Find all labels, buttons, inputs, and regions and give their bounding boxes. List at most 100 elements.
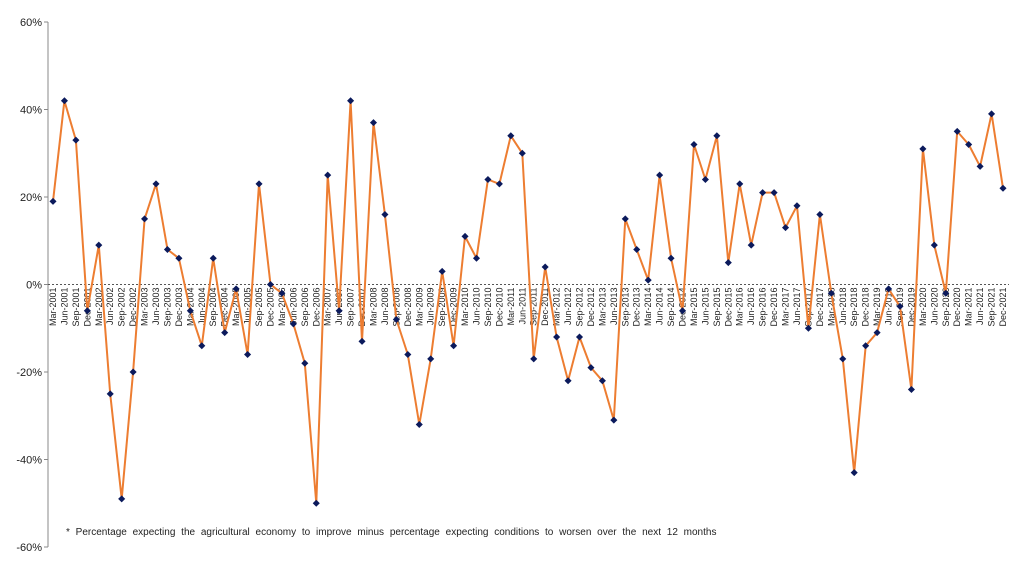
data-point xyxy=(804,324,812,332)
data-point xyxy=(862,342,870,350)
data-point xyxy=(175,254,183,262)
data-point xyxy=(369,119,378,127)
x-tick-label: Jun-2006 xyxy=(288,288,298,326)
data-point xyxy=(518,149,526,157)
data-point xyxy=(221,329,229,337)
x-tick-label: Dec-2010 xyxy=(494,287,504,326)
y-tick-label: 40% xyxy=(20,105,42,117)
data-point xyxy=(621,215,629,223)
data-point xyxy=(301,359,309,367)
data-point xyxy=(186,307,194,315)
x-tick-label: Sep-2013 xyxy=(620,288,630,327)
data-point xyxy=(827,289,835,297)
x-tick-label: Sep-2009 xyxy=(437,288,447,327)
x-tick-label: Jun-2004 xyxy=(197,288,207,326)
data-point xyxy=(885,285,893,293)
data-point xyxy=(598,377,606,385)
y-tick-label: 60% xyxy=(20,17,42,29)
data-point xyxy=(747,241,755,249)
data-point xyxy=(541,263,549,271)
data-point xyxy=(530,355,538,363)
x-tick-label: Sep-2018 xyxy=(849,288,859,327)
data-point xyxy=(95,241,103,249)
x-tick-label: Dec-2005 xyxy=(265,288,275,327)
data-point xyxy=(141,215,149,223)
data-point xyxy=(678,307,687,315)
x-tick-label: Sep-2014 xyxy=(666,288,676,327)
x-tick-label: Dec-2008 xyxy=(403,288,413,327)
data-point xyxy=(118,495,126,503)
x-tick-label: Mar-2020 xyxy=(918,288,928,327)
x-tick-label: Dec-2016 xyxy=(769,288,779,327)
data-point xyxy=(953,127,961,135)
chart-footnote: * Percentage expecting the agricultural … xyxy=(66,527,717,538)
x-tick-label: Sep-2007 xyxy=(346,288,356,327)
x-tick-label: Jun-2012 xyxy=(563,288,573,326)
x-tick-label: Jun-2020 xyxy=(929,288,939,326)
data-point xyxy=(427,355,435,363)
x-tick-label: Dec-2006 xyxy=(311,288,321,327)
data-point xyxy=(232,285,240,293)
data-point xyxy=(209,254,217,262)
x-tick-label: Jun-2017 xyxy=(792,288,802,326)
data-point xyxy=(72,136,80,144)
data-point xyxy=(781,224,790,232)
x-tick-label: Sep-2017 xyxy=(803,288,813,327)
data-point xyxy=(461,232,469,240)
x-tick-label: Mar-2011 xyxy=(506,288,516,326)
data-point xyxy=(484,175,492,184)
data-point xyxy=(667,254,675,262)
x-tick-label: Sep-2015 xyxy=(712,288,722,327)
x-tick-label: Jun-2009 xyxy=(426,288,436,326)
x-tick-label: Jun-2014 xyxy=(655,288,665,326)
x-tick-label: Mar-2003 xyxy=(140,288,150,327)
data-point xyxy=(495,180,503,188)
x-tick-label: Sep-2004 xyxy=(208,288,218,327)
data-point xyxy=(564,377,572,385)
x-tick-label: Sep-2016 xyxy=(758,288,768,327)
x-tick-label: Dec-2002 xyxy=(128,288,138,327)
data-point xyxy=(633,245,641,254)
x-tick-label: Jun-2005 xyxy=(243,288,253,326)
x-tick-label: Dec-2011 xyxy=(540,288,550,326)
x-tick-label: Dec-2007 xyxy=(357,288,367,327)
data-point xyxy=(759,189,767,197)
data-point xyxy=(587,364,595,372)
x-tick-label: Dec-2009 xyxy=(449,288,459,327)
data-point xyxy=(450,342,458,350)
data-point xyxy=(724,259,732,267)
x-tick-label: Dec-2013 xyxy=(632,288,642,327)
series-group xyxy=(49,97,1007,507)
x-tick-label: Mar-2021 xyxy=(964,288,974,327)
data-point xyxy=(553,333,561,341)
data-point xyxy=(335,307,343,315)
y-tick-label: -40% xyxy=(16,455,42,467)
data-point xyxy=(381,210,389,219)
x-tick-label: Sep-2008 xyxy=(391,288,401,327)
data-point xyxy=(152,180,160,188)
x-tick-label: Dec-2004 xyxy=(220,288,230,327)
data-point xyxy=(930,241,938,249)
x-tick-label: Jun-2003 xyxy=(151,288,161,326)
data-point xyxy=(244,350,252,359)
x-tick-label: Jun-2018 xyxy=(838,288,848,326)
data-point xyxy=(850,469,858,477)
x-tick-label: Mar-2008 xyxy=(368,288,378,327)
data-point xyxy=(873,329,881,337)
data-point xyxy=(919,145,927,153)
x-tick-label: Dec-2021 xyxy=(998,288,1008,327)
data-point xyxy=(266,280,275,289)
x-tick-label: Mar-2010 xyxy=(460,288,470,327)
x-tick-label: Sep-2010 xyxy=(483,288,493,327)
data-point xyxy=(896,302,904,310)
data-point xyxy=(83,307,91,315)
data-point xyxy=(816,210,824,219)
x-tick-label: Jun-2010 xyxy=(471,288,481,326)
x-tick-label: Mar-2009 xyxy=(414,288,424,327)
data-point xyxy=(988,110,996,118)
data-point xyxy=(942,289,950,297)
x-tick-label: Dec-2015 xyxy=(723,288,733,327)
x-tick-label: Jun-2021 xyxy=(975,288,985,326)
x-tick-label: Jun-2015 xyxy=(700,288,710,326)
